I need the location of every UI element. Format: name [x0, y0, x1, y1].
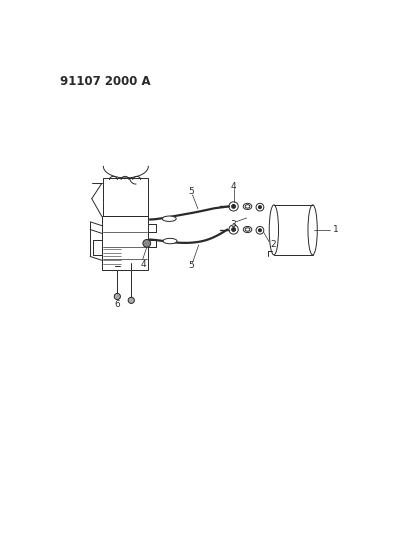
Text: 3: 3: [230, 220, 236, 229]
Circle shape: [231, 228, 235, 231]
Ellipse shape: [243, 203, 252, 209]
Circle shape: [256, 227, 264, 234]
Ellipse shape: [245, 228, 250, 231]
Text: 2: 2: [271, 240, 276, 249]
Text: 5: 5: [188, 187, 194, 196]
Text: 6: 6: [114, 300, 120, 309]
Circle shape: [256, 203, 264, 211]
Ellipse shape: [245, 205, 250, 208]
Circle shape: [143, 239, 151, 247]
Bar: [103, 178, 148, 216]
Text: 91107 2000 A: 91107 2000 A: [60, 75, 151, 88]
Circle shape: [231, 205, 235, 208]
Circle shape: [114, 294, 120, 300]
Ellipse shape: [163, 238, 177, 244]
Ellipse shape: [243, 227, 252, 232]
Text: 4: 4: [231, 182, 236, 191]
Text: 4: 4: [140, 260, 146, 269]
Bar: [102, 216, 148, 270]
Ellipse shape: [162, 216, 176, 221]
Ellipse shape: [308, 205, 317, 255]
Circle shape: [258, 206, 261, 209]
Text: 5: 5: [188, 261, 194, 270]
Text: 1: 1: [333, 225, 338, 235]
Circle shape: [258, 229, 261, 232]
Circle shape: [128, 297, 134, 303]
